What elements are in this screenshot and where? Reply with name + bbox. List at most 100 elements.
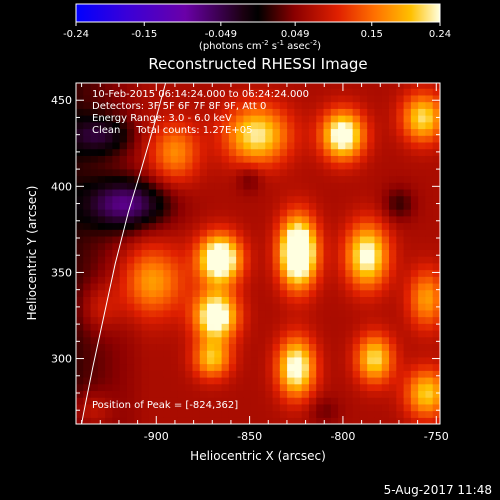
heatmap-cell bbox=[410, 141, 419, 150]
heatmap-cell bbox=[403, 182, 412, 190]
plot-frame bbox=[75, 82, 441, 425]
heatmap-cell bbox=[228, 202, 237, 210]
heatmap-cell bbox=[374, 376, 383, 385]
heatmap-cell bbox=[345, 350, 354, 358]
heatmap-cell bbox=[396, 410, 405, 418]
heatmap-cell bbox=[228, 390, 237, 398]
heatmap-cell bbox=[279, 296, 288, 304]
heatmap-cell bbox=[119, 256, 128, 264]
heatmap-cell bbox=[177, 336, 186, 344]
heatmap-cell bbox=[134, 269, 143, 277]
heatmap-cell bbox=[323, 188, 332, 197]
heatmap-cell bbox=[185, 94, 194, 103]
heatmap-cell bbox=[250, 363, 259, 371]
heatmap-cell bbox=[345, 356, 354, 365]
heatmap-cell bbox=[214, 229, 223, 237]
heatmap-cell bbox=[192, 141, 201, 150]
heatmap-cell bbox=[258, 148, 266, 156]
heatmap-cell bbox=[440, 317, 448, 324]
heatmap-cell bbox=[338, 202, 346, 210]
heatmap-cell bbox=[330, 417, 339, 424]
heatmap-cell bbox=[323, 229, 332, 237]
heatmap-cell bbox=[330, 303, 339, 311]
heatmap-cell bbox=[279, 155, 288, 163]
heatmap-cell bbox=[440, 128, 448, 135]
heatmap-cell bbox=[272, 336, 281, 344]
heatmap-cell bbox=[403, 417, 412, 424]
heatmap-cell bbox=[359, 128, 368, 136]
heatmap-cell bbox=[112, 121, 121, 130]
heatmap-cell bbox=[410, 209, 419, 217]
heatmap-cell bbox=[316, 235, 325, 244]
heatmap-cell bbox=[148, 115, 157, 123]
heatmap-cell bbox=[308, 276, 317, 284]
heatmap-cell bbox=[410, 276, 419, 284]
heatmap-cell bbox=[119, 168, 128, 177]
heatmap-cell bbox=[338, 141, 346, 150]
heatmap-cell bbox=[418, 316, 427, 324]
heatmap-cell bbox=[170, 397, 179, 405]
heatmap-cell bbox=[97, 195, 106, 203]
heatmap-cell bbox=[418, 222, 427, 230]
heatmap-cell bbox=[199, 296, 208, 304]
heatmap-cell bbox=[389, 222, 397, 230]
heatmap-cell bbox=[221, 155, 230, 163]
heatmap-cell bbox=[97, 309, 106, 318]
heatmap-cell bbox=[163, 323, 172, 331]
heatmap-cell bbox=[126, 329, 135, 338]
heatmap-cell bbox=[119, 121, 128, 130]
heatmap-cell bbox=[207, 188, 215, 197]
heatmap-cell bbox=[156, 209, 164, 217]
heatmap-cell bbox=[323, 94, 332, 103]
heatmap-cell bbox=[359, 397, 368, 405]
heatmap-cell bbox=[308, 390, 317, 398]
heatmap-cell bbox=[243, 235, 252, 244]
heatmap-cell bbox=[265, 135, 274, 143]
heatmap-cell bbox=[221, 135, 230, 143]
heatmap-cell bbox=[207, 83, 215, 89]
heatmap-cell bbox=[374, 256, 383, 264]
heatmap-cell bbox=[119, 403, 128, 412]
heatmap-cell bbox=[287, 229, 295, 237]
heatmap-cell bbox=[352, 188, 361, 197]
heatmap-cell bbox=[119, 323, 128, 331]
heatmap-cell bbox=[338, 215, 346, 224]
heatmap-cell bbox=[345, 383, 354, 392]
heatmap-cell bbox=[243, 336, 252, 344]
heatmap-cell bbox=[403, 202, 412, 210]
heatmap-cell bbox=[330, 188, 339, 197]
heatmap-cell bbox=[243, 162, 252, 170]
heatmap-cell bbox=[221, 215, 230, 224]
heatmap-cell bbox=[389, 229, 397, 237]
heatmap-cell bbox=[359, 363, 368, 371]
heatmap-cell bbox=[134, 376, 143, 385]
heatmap-cell bbox=[294, 336, 303, 344]
heatmap-cell bbox=[141, 249, 150, 257]
heatmap-cell bbox=[265, 175, 274, 183]
heatmap-cell bbox=[83, 141, 92, 150]
heatmap-cell bbox=[148, 235, 157, 244]
heatmap-cell bbox=[134, 242, 143, 250]
heatmap-cell bbox=[214, 141, 223, 150]
heatmap-cell bbox=[308, 182, 317, 190]
heatmap-cell bbox=[374, 262, 383, 271]
heatmap-cell bbox=[440, 115, 448, 122]
heatmap-cell bbox=[185, 162, 194, 170]
heatmap-cell bbox=[301, 289, 310, 297]
heatmap-cell bbox=[432, 316, 440, 324]
heatmap-cell bbox=[308, 403, 317, 412]
heatmap-cell bbox=[432, 121, 440, 130]
heatmap-cell bbox=[338, 182, 346, 190]
heatmap-cell bbox=[389, 343, 397, 351]
heatmap-cell bbox=[250, 168, 259, 177]
heatmap-cell bbox=[236, 135, 245, 143]
heatmap-cell bbox=[410, 403, 419, 412]
heatmap-cell bbox=[221, 108, 230, 116]
heatmap-cell bbox=[177, 175, 186, 183]
heatmap-cell bbox=[265, 235, 274, 244]
heatmap-cell bbox=[287, 141, 295, 150]
heatmap-cell bbox=[410, 289, 419, 297]
heatmap-cell bbox=[367, 229, 376, 237]
heatmap-cell bbox=[389, 370, 397, 378]
heatmap-cell bbox=[156, 403, 164, 412]
